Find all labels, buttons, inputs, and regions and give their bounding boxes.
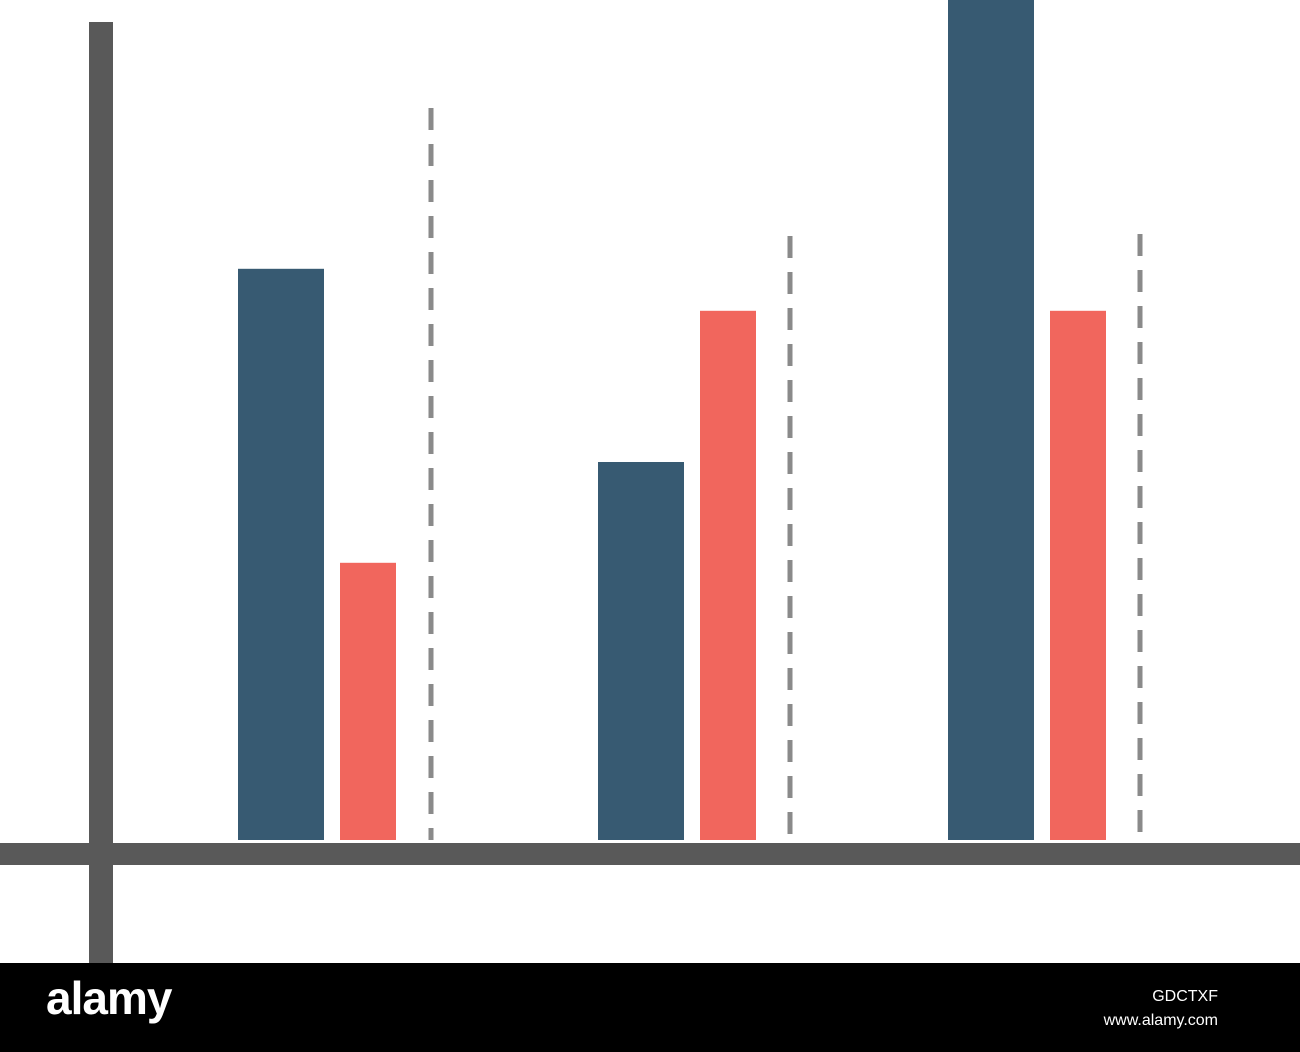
bar-g3-s1	[948, 0, 1034, 840]
bar-chart	[0, 0, 1300, 963]
bar-g2-s2	[700, 310, 756, 840]
bar-g3-s2	[1050, 310, 1106, 840]
bar-g2-s1	[598, 462, 684, 840]
group-dividers	[428, 108, 1143, 840]
watermark-footer: alamy GDCTXF www.alamy.com	[0, 963, 1300, 1052]
image-id: GDCTXF	[1152, 988, 1218, 1005]
footer-url: www.alamy.com	[1103, 1012, 1218, 1029]
alamy-logo: alamy	[46, 972, 172, 1024]
bar-g1-s1	[238, 268, 324, 840]
bars	[238, 0, 1106, 840]
bar-g1-s2	[340, 562, 396, 840]
